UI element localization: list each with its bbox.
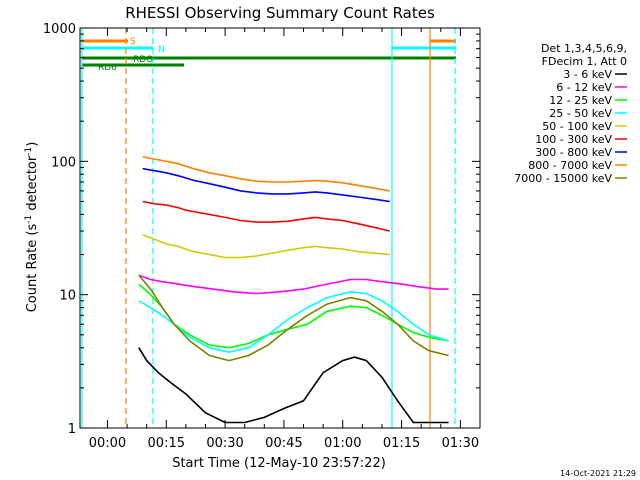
legend-entry: 800 - 7000 keV [528, 159, 612, 172]
series-line [138, 347, 449, 424]
x-tick-label: 01:30 [442, 436, 479, 451]
x-tick-label: 00:00 [89, 436, 126, 451]
series-line [138, 290, 449, 354]
chart-title: RHESSI Observing Summary Count Rates [125, 4, 435, 22]
y-axis-label-sup: -1 [24, 215, 34, 224]
x-tick-label: 00:30 [206, 436, 243, 451]
legend-entry: 50 - 100 keV [542, 120, 612, 133]
flag-label: S [130, 37, 136, 47]
y-tick-label: 100 [51, 155, 76, 170]
series-line [142, 234, 390, 259]
legend-entry: 100 - 300 keV [535, 133, 612, 146]
series-line [142, 200, 390, 232]
plot-frame [79, 27, 481, 429]
y-axis-label-end: ) [25, 142, 40, 147]
y-tick-label: 1000 [43, 22, 76, 37]
x-tick-label: 00:45 [265, 436, 302, 451]
series-line [138, 274, 449, 295]
x-tick-label: 01:15 [383, 436, 420, 451]
series-line [142, 156, 390, 192]
footer-date: 14-Oct-2021 21:29 [560, 469, 636, 478]
y-axis-label: Count Rate (s-1 detector-1) [24, 142, 40, 313]
x-tick-label: 00:15 [148, 436, 185, 451]
legend-entry: 300 - 800 keV [535, 146, 612, 159]
legend-entry: 7000 - 15000 keV [514, 172, 612, 185]
series-line [142, 167, 390, 203]
series-line [138, 274, 449, 362]
series-lines [138, 156, 449, 424]
legend-entry: 25 - 50 keV [549, 107, 612, 120]
x-tick-label: 01:00 [324, 436, 361, 451]
x-axis-label: Start Time (12-May-10 23:57:22) [172, 456, 386, 471]
flag-label: RD6 [98, 63, 117, 73]
legend-header: FDecim 1, Att 0 [542, 55, 627, 68]
legend-entry: 3 - 6 keV [563, 68, 612, 81]
legend-entry: 12 - 25 keV [549, 94, 612, 107]
axes: 1 10 100 1000 00:00 00:15 00:30 00:45 01:00 01:15… [43, 22, 481, 451]
flag-label: RDO [133, 55, 153, 65]
y-axis-label-mid: detector [25, 155, 40, 215]
flag-label: N [158, 45, 165, 55]
legend-header: Det 1,3,4,5,6,9, [541, 42, 627, 55]
legend-entry: 6 - 12 keV [556, 81, 612, 94]
flag-lines: S N RDO RD6 [81, 28, 456, 428]
y-axis-label-main: Count Rate (s [25, 224, 40, 313]
y-axis-label-sup-2: -1 [24, 147, 34, 156]
legend: Det 1,3,4,5,6,9,FDecim 1, Att 03 - 6 keV… [514, 42, 627, 185]
y-tick-label: 10 [59, 289, 76, 304]
y-tick-label: 1 [68, 422, 76, 437]
